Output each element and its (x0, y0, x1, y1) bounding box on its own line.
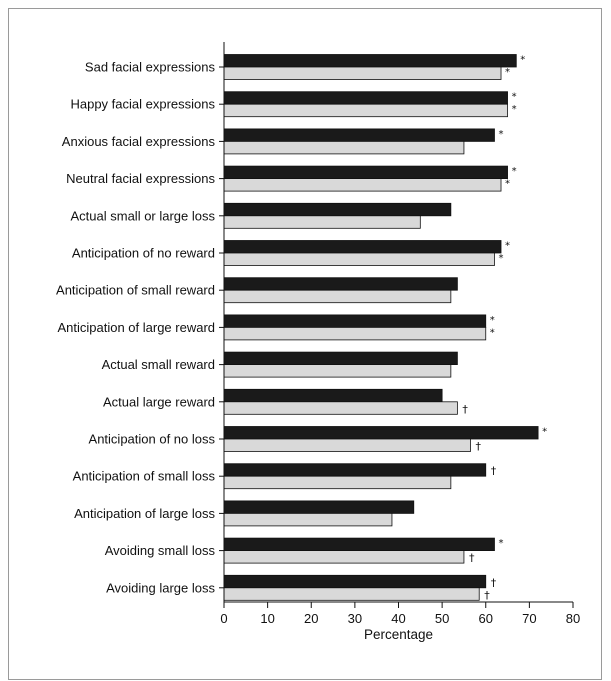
x-tick-label: 20 (304, 611, 318, 626)
bar-light (223, 438, 471, 452)
category-label: Actual small reward (102, 357, 215, 372)
x-tick-label: 40 (391, 611, 405, 626)
bar-light (223, 513, 393, 527)
bar-light (223, 475, 452, 490)
dagger-mark: † (491, 576, 497, 589)
bar-dark (223, 240, 502, 254)
asterisk-mark: * (520, 55, 525, 66)
bar-light (223, 178, 502, 192)
bars-layer (223, 54, 539, 601)
asterisk-mark: * (505, 241, 510, 252)
bar-light (223, 326, 487, 341)
significance-marks-layer: ***********†*††*††† (462, 55, 547, 602)
bar-dark (223, 351, 458, 366)
category-label: Anticipation of large loss (74, 506, 215, 521)
asterisk-mark: * (490, 315, 495, 326)
bar-dark (223, 202, 452, 217)
category-label: Actual small or large loss (71, 208, 216, 223)
asterisk-mark: * (490, 327, 495, 338)
dagger-mark: † (462, 403, 468, 416)
bar-light (223, 103, 508, 118)
asterisk-mark: * (498, 253, 503, 264)
bar-dark (223, 463, 487, 477)
x-axis-title: Percentage (364, 627, 433, 642)
asterisk-mark: * (498, 129, 503, 140)
asterisk-mark: * (505, 67, 510, 78)
x-tick-label: 30 (348, 611, 362, 626)
dagger-mark: † (484, 589, 490, 602)
category-label: Anticipation of small reward (56, 283, 215, 298)
x-tick-label: 70 (522, 611, 536, 626)
category-label: Anticipation of no loss (89, 432, 216, 447)
figure-frame (8, 8, 602, 680)
bar-light (223, 401, 458, 415)
asterisk-mark: * (542, 427, 547, 438)
bar-dark (223, 128, 495, 142)
dagger-mark: † (469, 552, 475, 565)
bar-light (223, 364, 452, 378)
category-label: Actual large reward (103, 394, 215, 409)
category-label: Sad facial expressions (85, 60, 216, 75)
asterisk-mark: * (512, 166, 517, 177)
x-tick-label: 60 (479, 611, 493, 626)
category-label: Anticipation of no reward (72, 246, 215, 261)
category-labels-layer: Sad facial expressions Happy facial expre… (56, 60, 215, 596)
bar-light (223, 140, 465, 155)
asterisk-mark: * (512, 104, 517, 115)
dagger-mark: † (491, 465, 497, 478)
x-tick-label: 0 (220, 611, 227, 626)
bar-light (223, 587, 480, 601)
x-axis: 0 10 20 30 40 50 60 70 80 (219, 42, 580, 626)
bar-dark (223, 537, 495, 551)
category-label: Avoiding large loss (106, 580, 215, 595)
bar-light (223, 252, 495, 266)
bar-dark (223, 54, 517, 68)
category-label: Avoiding small loss (105, 543, 216, 558)
x-tick-label: 50 (435, 611, 449, 626)
bar-dark (223, 277, 458, 291)
asterisk-mark: * (512, 92, 517, 103)
bar-light (223, 66, 502, 80)
bar-dark (223, 388, 443, 403)
dagger-mark: † (475, 440, 481, 453)
bar-light (223, 215, 421, 229)
asterisk-mark: * (505, 179, 510, 190)
bar-dark (223, 314, 487, 328)
bar-dark (223, 165, 508, 180)
bar-dark (223, 500, 415, 514)
category-label: Anxious facial expressions (62, 134, 216, 149)
category-label: Anticipation of large reward (57, 320, 215, 335)
bar-dark (223, 574, 487, 589)
bar-light (223, 289, 452, 304)
x-tick-label: 80 (566, 611, 580, 626)
bar-dark (223, 426, 539, 440)
category-label: Anticipation of small loss (73, 469, 216, 484)
category-label: Happy facial expressions (70, 97, 215, 112)
category-label: Neutral facial expressions (66, 171, 215, 186)
bar-dark (223, 91, 508, 105)
x-tick-label: 10 (260, 611, 274, 626)
bar-light (223, 550, 465, 564)
asterisk-mark: * (498, 538, 503, 549)
